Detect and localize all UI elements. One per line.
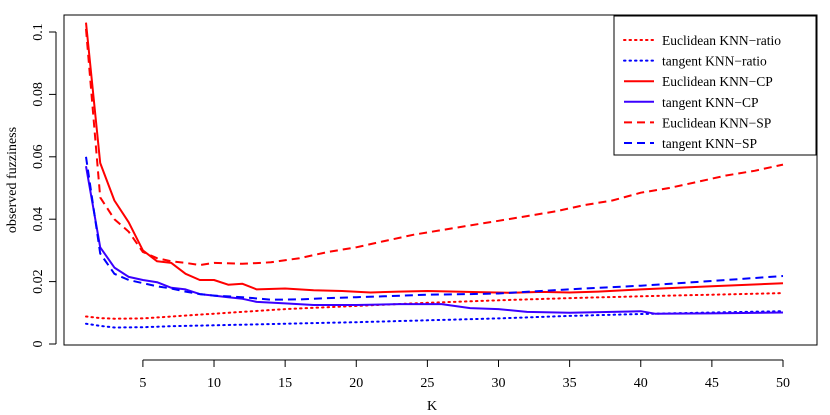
legend-label: Euclidean KNN−CP xyxy=(662,74,773,89)
series-line-4 xyxy=(85,166,784,315)
y-tick-label: 0.04 xyxy=(31,207,46,232)
legend-label: tangent KNN−ratio xyxy=(662,54,767,69)
legend-label: tangent KNN−SP xyxy=(662,136,757,151)
x-axis: 5 10 15 20 25 30 35 40 45 50 xyxy=(139,359,790,391)
series-layer xyxy=(85,22,784,329)
x-tick-label: 25 xyxy=(420,376,434,391)
x-axis-title: K xyxy=(427,399,437,414)
y-axis-title: observed fuzziness xyxy=(5,127,20,233)
legend-label: tangent KNN−CP xyxy=(662,95,758,110)
x-tick-label: 40 xyxy=(634,376,648,391)
y-axis: 0 0.02 0.04 0.06 0.08 0.1 xyxy=(31,23,57,348)
y-tick-label: 0 xyxy=(31,341,46,348)
series-line-3 xyxy=(85,22,784,294)
x-tick-label: 50 xyxy=(776,376,790,391)
legend: Euclidean KNN−ratio tangent KNN−ratio Eucl… xyxy=(613,15,817,156)
x-tick-label: 10 xyxy=(207,376,221,391)
x-tick-label: 5 xyxy=(139,376,146,391)
x-tick-label: 15 xyxy=(278,376,292,391)
y-tick-label: 0.02 xyxy=(31,269,46,294)
y-tick-label: 0.08 xyxy=(31,82,46,107)
legend-label: Euclidean KNN−SP xyxy=(662,115,771,130)
y-tick-label: 0.1 xyxy=(31,23,46,41)
series-line-1 xyxy=(85,292,784,320)
series-line-2 xyxy=(85,310,784,329)
x-tick-label: 20 xyxy=(349,376,363,391)
series-line-5 xyxy=(85,28,784,267)
legend-label: Euclidean KNN−ratio xyxy=(662,33,781,48)
x-tick-label: 45 xyxy=(705,376,719,391)
plot-frame xyxy=(63,14,818,346)
series-line-6 xyxy=(85,156,784,301)
x-tick-label: 30 xyxy=(492,376,506,391)
y-tick-label: 0.06 xyxy=(31,145,46,170)
plot-area xyxy=(63,14,818,346)
x-tick-label: 35 xyxy=(563,376,577,391)
